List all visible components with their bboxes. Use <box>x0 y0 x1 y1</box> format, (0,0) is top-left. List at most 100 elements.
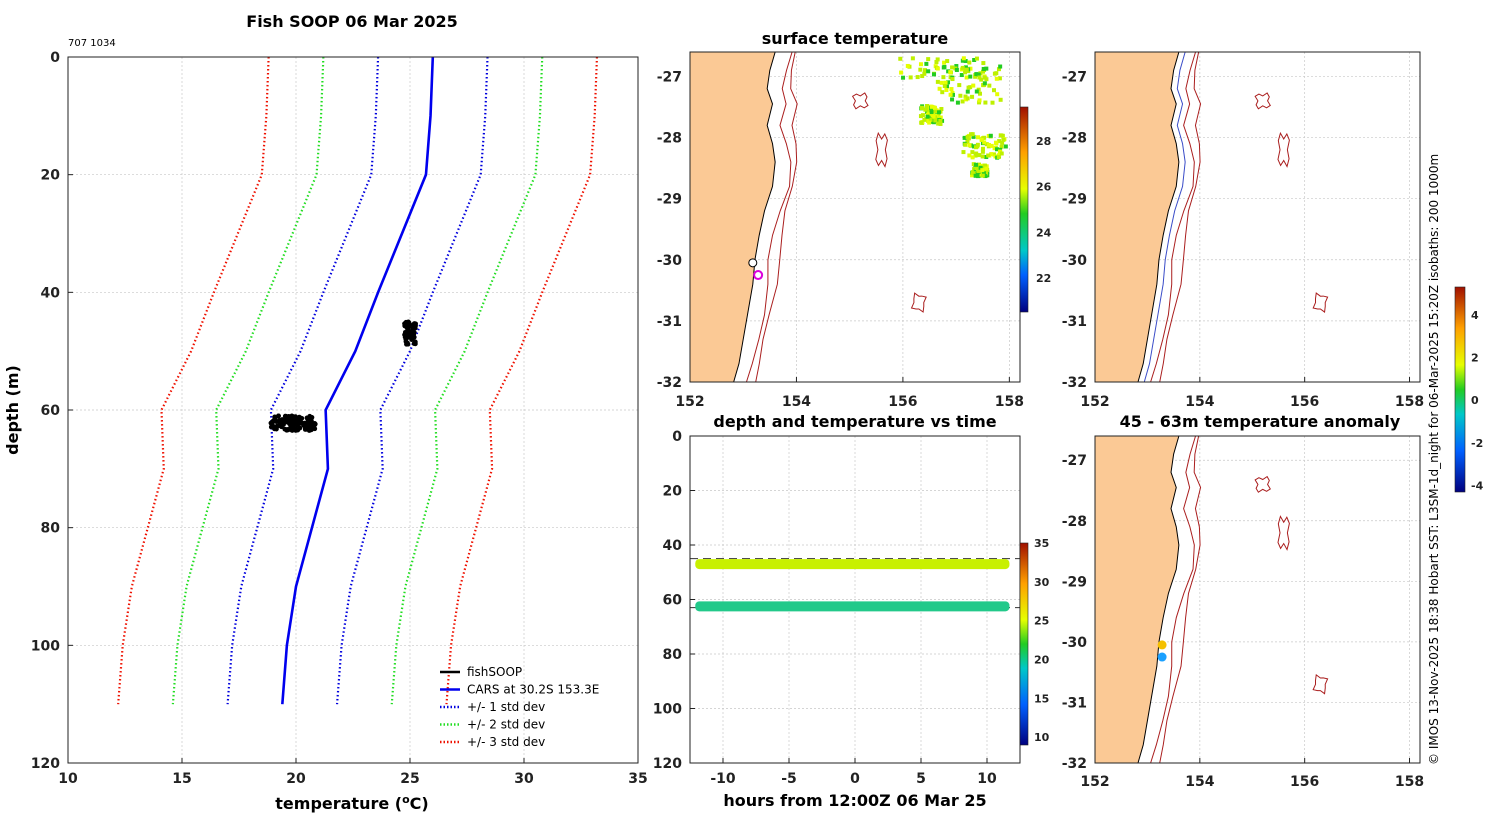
sst-pixel <box>996 154 1001 159</box>
sst-pixel <box>922 71 927 76</box>
x-tick-label: 30 <box>514 771 534 787</box>
fishsoop-point <box>411 324 417 330</box>
colorbar-tick-label: 0 <box>1471 394 1479 407</box>
seamount-isobath <box>1312 292 1329 313</box>
sst-pixel <box>1001 137 1006 142</box>
y-tick-label: 80 <box>41 521 61 537</box>
sst-pixel <box>942 60 947 65</box>
x-tick-label: -10 <box>710 771 736 787</box>
legend-label: +/- 3 std dev <box>467 735 545 749</box>
sst-pixel <box>938 115 943 120</box>
legend-label: fishSOOP <box>467 665 522 679</box>
sst-pixel <box>999 144 1004 149</box>
legend-label: CARS at 30.2S 153.3E <box>467 683 599 697</box>
sst-pixel <box>977 98 982 103</box>
sst-pixel <box>954 64 959 69</box>
sst-pixel <box>963 65 968 70</box>
std-dev-line-1 <box>335 56 489 705</box>
sst-pixel <box>930 113 935 118</box>
isobath-1000m <box>1159 51 1202 383</box>
sst-pixel <box>994 76 999 81</box>
sst-pixel <box>922 117 927 122</box>
fishsoop-point <box>288 423 294 429</box>
profile-xlabel: temperature (oC) <box>275 793 428 814</box>
fishsoop-point <box>312 422 318 428</box>
y-tick-label: -29 <box>1062 574 1087 590</box>
std-dev-line-3 <box>445 56 599 705</box>
x-tick-label: 0 <box>850 771 860 787</box>
sst-pixel <box>998 133 1003 138</box>
side-credit: © IMOS 13-Nov-2025 18:38 Hobart SST: L3S… <box>1427 154 1441 765</box>
sst-pixel <box>984 171 989 176</box>
seamount-isobath <box>1254 475 1271 493</box>
x-tick-label: 154 <box>1185 394 1214 410</box>
fishsoop-point <box>296 414 302 420</box>
x-tick-label: 10 <box>977 771 997 787</box>
sst-pixel <box>970 94 975 99</box>
y-tick-label: -30 <box>1062 635 1088 651</box>
y-tick-label: 80 <box>663 647 683 663</box>
sst-pixel <box>932 109 937 114</box>
sst-pixel <box>986 153 991 158</box>
plot-frame <box>1094 435 1421 764</box>
seamount-isobath <box>1277 515 1290 551</box>
land <box>689 51 776 383</box>
isobath-200m <box>1143 51 1186 383</box>
fishsoop-point <box>279 421 285 426</box>
sst-pixel <box>967 153 972 158</box>
sst-pixel <box>966 85 971 90</box>
depth-time-xlabel: hours from 12:00Z 06 Mar 25 <box>723 791 986 810</box>
fishsoop-point <box>276 413 281 419</box>
sst-pixel <box>939 80 944 85</box>
colorbar-tick-label: 26 <box>1036 181 1052 194</box>
sst-pixel <box>976 72 981 77</box>
sst-pixel <box>976 135 981 140</box>
y-tick-label: 60 <box>41 403 61 419</box>
sst-pixel <box>997 139 1002 144</box>
sst-pixel <box>941 75 946 80</box>
sst-pixel <box>987 83 992 88</box>
colorbar-tick-label: 25 <box>1034 615 1049 628</box>
page-title: Fish SOOP 06 Mar 2025 <box>246 12 457 31</box>
y-tick-label: 120 <box>31 756 60 772</box>
x-tick-label: 156 <box>1290 774 1319 790</box>
sst-pixel <box>950 92 955 97</box>
sst-pixel <box>970 155 975 160</box>
fishsoop-point <box>272 417 278 423</box>
sst-pixel <box>980 154 985 159</box>
fishsoop-point <box>302 427 308 432</box>
sst-map: surface temperature 152 154 156 158 -27 -28 -2… <box>657 29 1052 410</box>
sst-map-title: surface temperature <box>762 29 949 48</box>
x-tick-label: 35 <box>628 771 647 787</box>
sst-pixel <box>961 150 966 155</box>
sst-pixel <box>975 171 980 176</box>
fishsoop-point <box>402 321 407 327</box>
sst-pixel <box>989 152 994 157</box>
sst-pixel <box>992 146 997 151</box>
sst-pixel <box>925 114 930 119</box>
sst-pixel <box>965 89 970 94</box>
depth-band-upper <box>695 559 1010 570</box>
corner-code: 707 1034 <box>68 38 116 49</box>
sst-pixel <box>938 118 943 123</box>
depth-time-plot: depth and temperature vs time hours from… <box>653 412 1050 810</box>
sst-pixel <box>968 66 973 71</box>
y-tick-label: -28 <box>657 131 682 147</box>
sst-pixel <box>950 77 955 82</box>
fishsoop-point <box>402 332 407 338</box>
depth-time-title: depth and temperature vs time <box>713 412 996 431</box>
y-tick-label: -28 <box>1062 131 1087 147</box>
sst-pixel <box>990 100 995 105</box>
seamount-isobath <box>851 92 869 110</box>
sst-pixel <box>960 65 965 70</box>
sst-pixel <box>969 132 974 137</box>
fishsoop-point <box>274 423 280 429</box>
y-tick-label: -32 <box>1062 375 1087 391</box>
sst-pixel <box>930 116 935 121</box>
sst-pixel <box>931 72 936 77</box>
x-tick-label: 20 <box>286 771 306 787</box>
x-tick-label: 154 <box>782 394 811 410</box>
sst-pixel <box>978 165 983 170</box>
fishsoop-point <box>406 324 412 330</box>
